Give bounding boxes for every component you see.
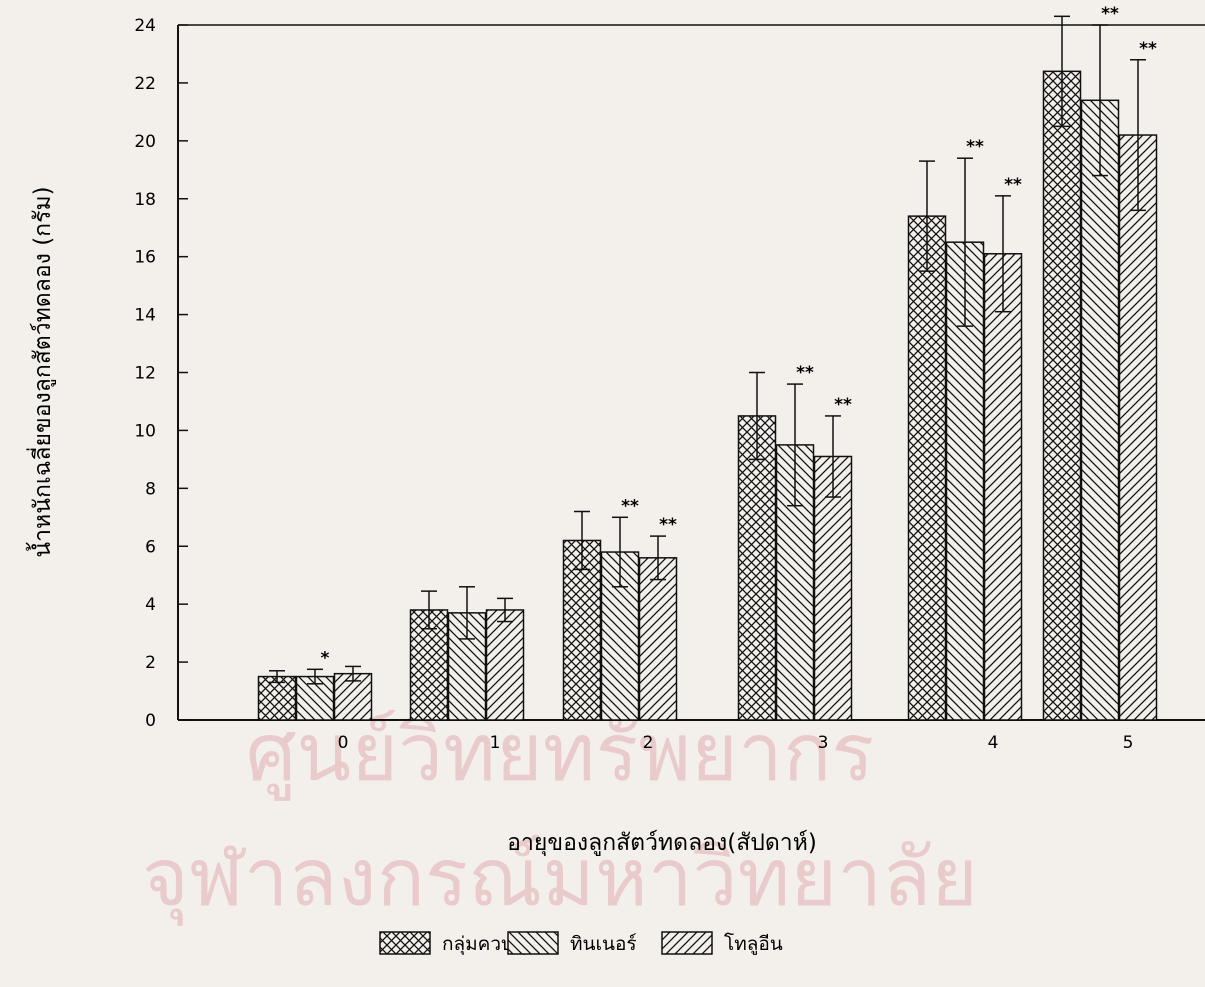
significance-marker: ** [1101, 4, 1119, 24]
y-tick-label: 24 [134, 16, 156, 36]
y-tick-label: 2 [145, 653, 156, 673]
y-tick-label: 10 [134, 421, 156, 441]
y-tick-label: 0 [145, 711, 156, 731]
bar-crosshatch [737, 415, 777, 721]
significance-marker: ** [834, 395, 852, 415]
bar-diagonal-up [813, 455, 853, 721]
bars-layer [257, 70, 1158, 721]
legend-label: โทลูอีน [724, 932, 783, 955]
x-tick-label: 1 [490, 733, 501, 753]
bar-crosshatch [257, 675, 297, 721]
x-tick-label: 5 [1123, 733, 1134, 753]
bar-crosshatch [409, 609, 449, 721]
y-tick-label: 6 [145, 537, 156, 557]
significance-marker: ** [1139, 39, 1157, 59]
significance-layer: ***************** [321, 4, 1157, 668]
x-axis-label: อายุของลูกสัตว์ทดลอง(สัปดาห์) [507, 829, 817, 856]
legend-swatch-diagonal-up [661, 931, 713, 955]
watermark-line-1: ศูนย์วิทยทรัพยากร [246, 706, 875, 801]
x-axis-ticks: 0 1 2 3 4 5 [338, 733, 1134, 753]
x-tick-label: 4 [988, 733, 999, 753]
bar-diagonal-down [1080, 99, 1120, 721]
bar-diagonal-up [485, 609, 525, 721]
significance-marker: ** [659, 515, 677, 535]
legend-swatch-diagonal-down [507, 931, 559, 955]
error-bars-layer [269, 15, 1146, 685]
bar-crosshatch [562, 539, 602, 721]
significance-marker: ** [796, 363, 814, 383]
bar-diagonal-down [775, 444, 815, 721]
watermark-line-2: จุฬาลงกรณ์มหาวิทยาลัย [142, 831, 978, 926]
bar-diagonal-up [638, 557, 678, 721]
legend-label: ทินเนอร์ [570, 933, 637, 955]
y-axis-label: น้ำหนักเฉลี่ยของลูกสัตว์ทดลอง (กรัม) [26, 186, 56, 557]
y-tick-label: 16 [134, 248, 156, 268]
y-tick-label: 14 [134, 306, 156, 326]
y-tick-label: 20 [134, 132, 156, 152]
bar-diagonal-up [1118, 134, 1158, 721]
x-tick-label: 0 [338, 733, 349, 753]
x-tick-label: 2 [643, 733, 654, 753]
x-tick-label: 3 [818, 733, 829, 753]
legend-swatch-crosshatch [379, 931, 431, 955]
bar-crosshatch [1042, 70, 1082, 721]
y-tick-label: 12 [134, 364, 156, 384]
significance-marker: ** [966, 137, 984, 157]
bar-diagonal-up [983, 253, 1023, 721]
watermark: ศูนย์วิทยทรัพยากร จุฬาลงกรณ์มหาวิทยาลัย [142, 706, 978, 926]
y-tick-label: 4 [145, 595, 156, 615]
significance-marker: ** [1004, 175, 1022, 195]
significance-marker: ** [621, 496, 639, 516]
y-tick-label: 8 [145, 479, 156, 499]
significance-marker: * [321, 648, 330, 668]
bar-crosshatch [907, 215, 947, 721]
y-tick-label: 18 [134, 190, 156, 210]
legend: กลุ่มควบคุม ทินเนอร์ โทลูอีน [379, 931, 783, 956]
y-tick-label: 22 [134, 74, 156, 94]
